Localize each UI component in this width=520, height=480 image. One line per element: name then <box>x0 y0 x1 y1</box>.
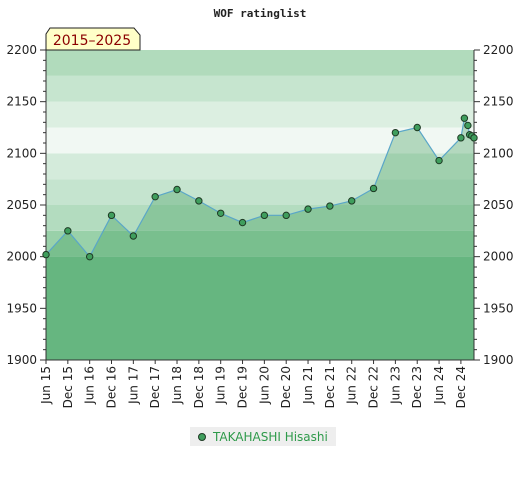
x-tick-label: Dec 15 <box>61 366 75 408</box>
x-tick-label: Jun 18 <box>170 366 184 405</box>
legend-marker-icon <box>198 432 206 441</box>
period-badge-label: 2015–2025 <box>53 33 131 49</box>
rating-band-4 <box>46 153 474 180</box>
x-tick-label: Jun 15 <box>39 366 53 405</box>
y-tick-label-right: 2100 <box>483 146 514 160</box>
legend: TAKAHASHI Hisashi <box>190 427 336 446</box>
y-tick-label-left: 1950 <box>6 301 37 315</box>
rating-band-3 <box>46 179 474 205</box>
data-point <box>457 134 465 142</box>
y-tick-label-left: 2200 <box>6 43 37 57</box>
data-point <box>260 211 269 220</box>
rating-band-1 <box>46 230 474 257</box>
data-point <box>413 123 421 132</box>
data-point <box>326 202 334 210</box>
data-point <box>42 250 50 259</box>
area-fill <box>46 118 474 360</box>
y-tick-label-right: 2150 <box>483 95 514 109</box>
x-tick-label: Dec 18 <box>192 366 206 408</box>
x-tick-label: Jun 16 <box>83 366 97 405</box>
data-point <box>460 114 469 122</box>
data-point <box>216 209 225 217</box>
y-ticks-right: 1900 1950 2000 2050 2100 2150 2200 <box>474 43 514 367</box>
rating-band-6 <box>46 101 474 128</box>
data-point <box>470 134 478 142</box>
data-point <box>348 197 356 205</box>
x-tick-label: Dec 21 <box>323 366 337 408</box>
data-point <box>304 205 312 213</box>
data-point <box>435 156 443 165</box>
x-tick-label: Jun 20 <box>257 366 271 405</box>
data-point <box>238 218 247 227</box>
x-tick-label: Jun 22 <box>345 366 359 405</box>
x-tick-label: Jun 21 <box>301 366 315 405</box>
data-point <box>195 197 203 205</box>
data-point <box>129 232 138 240</box>
y-tick-label-left: 2150 <box>6 95 37 109</box>
x-tick-label: Dec 16 <box>105 366 119 408</box>
x-ticks: Jun 15 Dec 15 Jun 16 Dec 16 Jun 17 Dec 17 Jun … <box>39 360 468 408</box>
x-tick-label: Jun 24 <box>432 366 446 405</box>
data-point <box>391 128 400 137</box>
x-tick-label: Dec 17 <box>148 366 162 408</box>
data-point <box>64 227 72 235</box>
rating-band-8 <box>46 50 474 76</box>
y-tick-label-left: 2050 <box>6 198 37 212</box>
y-tick-label-left: 1900 <box>6 353 37 367</box>
data-point <box>464 121 472 130</box>
rating-bands <box>46 50 474 360</box>
data-point <box>282 211 290 220</box>
chart-title: WOF ratinglist <box>214 7 307 20</box>
data-point <box>369 184 378 193</box>
rating-band-5 <box>46 127 474 154</box>
data-point <box>85 252 94 261</box>
y-tick-label-right: 2200 <box>483 43 514 57</box>
x-tick-label: Dec 19 <box>236 366 250 408</box>
x-tick-label: Dec 23 <box>410 366 424 408</box>
y-tick-label-right: 2000 <box>483 250 514 264</box>
x-tick-label: Dec 24 <box>454 366 468 408</box>
x-tick-label: Jun 17 <box>126 366 140 405</box>
area-fill-path <box>46 118 474 360</box>
x-tick-label: Jun 23 <box>388 366 402 405</box>
y-tick-label-left: 2100 <box>6 146 37 160</box>
data-points <box>42 114 478 261</box>
period-badge: 2015–2025 <box>45 27 141 51</box>
x-tick-label: Dec 20 <box>279 366 293 408</box>
x-tick-label: Dec 22 <box>367 366 381 408</box>
y-tick-label-right: 1950 <box>483 301 514 315</box>
rating-band-2 <box>46 205 474 231</box>
data-point <box>151 193 159 201</box>
data-point <box>107 211 116 220</box>
y-tick-label-left: 2000 <box>6 250 37 264</box>
y-tick-label-right: 2050 <box>483 198 514 212</box>
data-point <box>173 185 181 194</box>
rating-band-0 <box>46 256 474 360</box>
y-ticks-left: 1900 1950 2000 2050 2100 2150 2200 <box>6 43 46 367</box>
x-tick-label: Jun 19 <box>214 366 228 405</box>
legend-label: TAKAHASHI Hisashi <box>213 429 328 444</box>
rating-band-7 <box>46 75 474 102</box>
y-tick-label-right: 1900 <box>483 353 514 367</box>
